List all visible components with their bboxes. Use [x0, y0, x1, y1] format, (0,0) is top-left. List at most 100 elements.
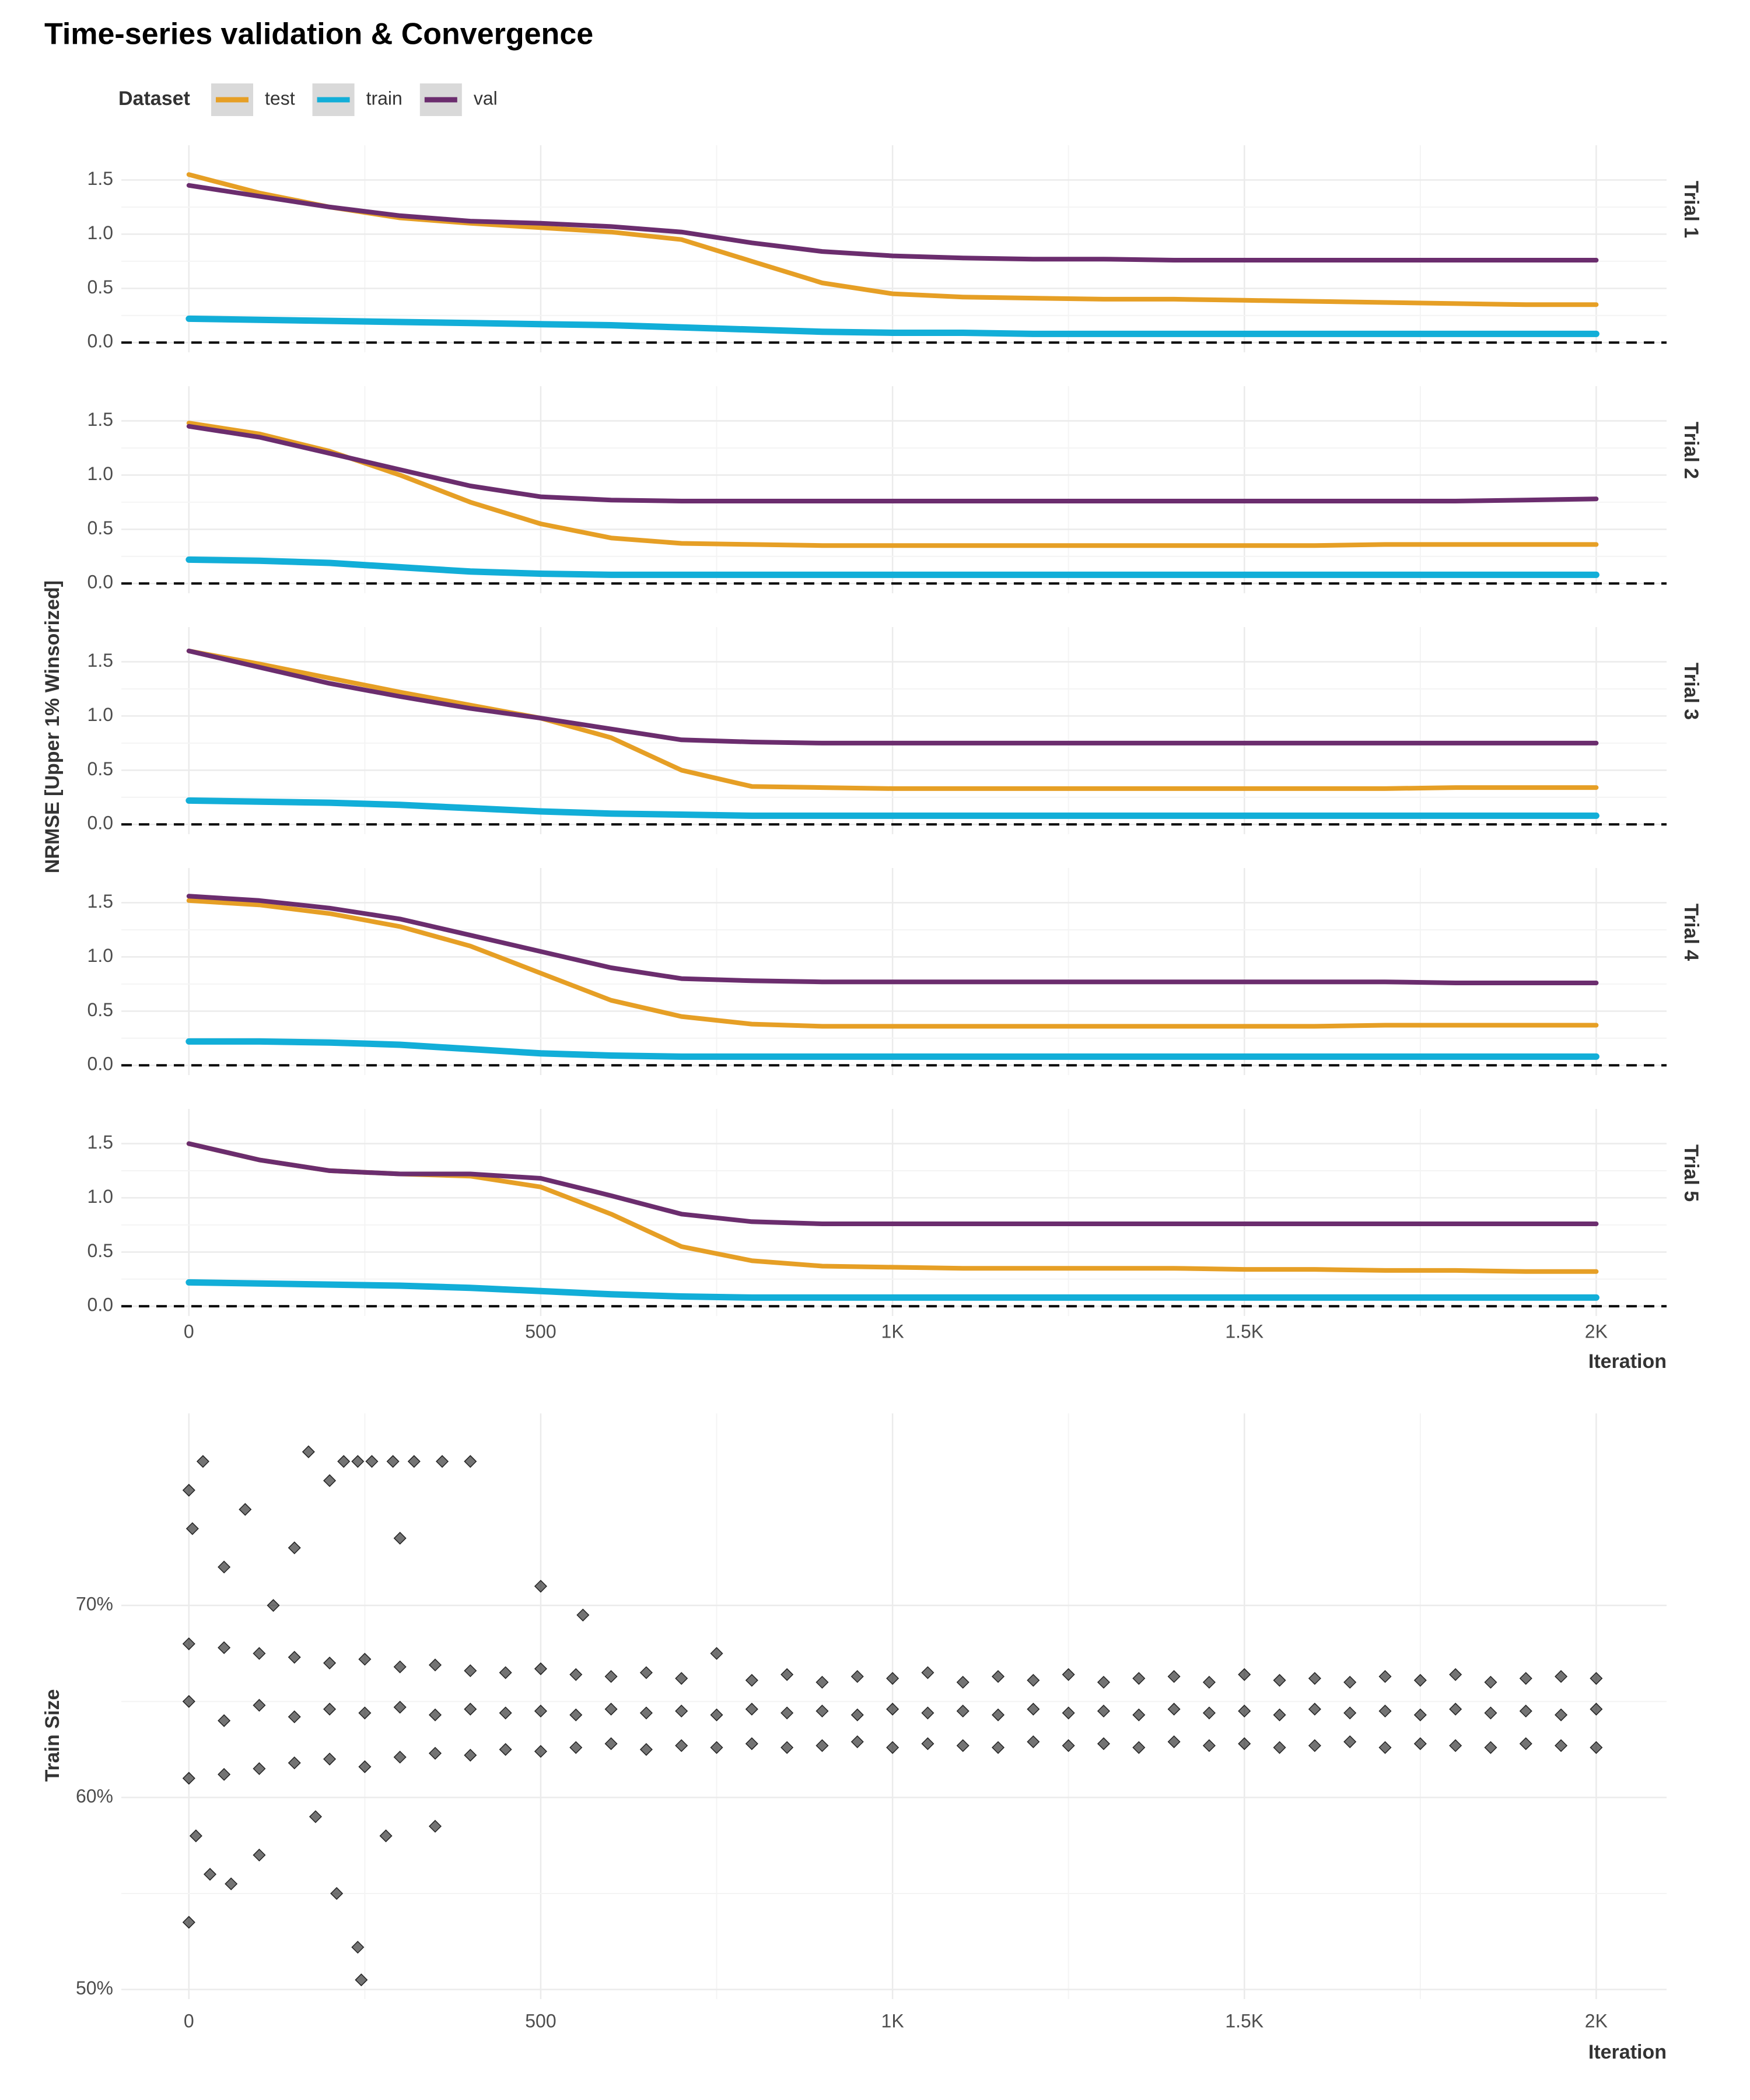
scatter-point — [745, 1674, 758, 1687]
y-tick-label: 0.0 — [88, 813, 113, 834]
strip-label: Trial 5 — [1680, 1144, 1702, 1202]
scatter-point — [1238, 1704, 1251, 1718]
legend-title: Dataset — [118, 88, 190, 110]
x-axis-label: Iteration — [1588, 2041, 1667, 2063]
scatter-point — [323, 1656, 337, 1670]
scatter-point — [1273, 1708, 1286, 1721]
scatter-point — [428, 1746, 442, 1760]
x-tick-label: 2K — [1585, 2010, 1608, 2031]
scatter-point — [464, 1664, 477, 1678]
scatter-point — [956, 1704, 970, 1718]
scatter-point — [386, 1455, 400, 1468]
y-tick-label: 1.5 — [88, 891, 113, 912]
scatter-point — [1590, 1702, 1603, 1716]
scatter-point — [203, 1867, 217, 1881]
scatter-point — [1132, 1672, 1146, 1685]
x-tick-label: 1K — [881, 1321, 904, 1342]
scatter-point — [1590, 1672, 1603, 1685]
scatter-point — [1167, 1702, 1181, 1716]
y-tick-label: 0.0 — [88, 572, 113, 593]
y-tick-label: 1.5 — [88, 168, 113, 189]
scatter-point — [534, 1580, 548, 1593]
series-line — [186, 894, 1599, 985]
scatter-point — [365, 1455, 379, 1468]
scatter-point — [436, 1455, 449, 1468]
series-line — [186, 421, 1599, 548]
scatter-point — [182, 1695, 195, 1708]
scatter-point — [1238, 1737, 1251, 1751]
scatter-point — [639, 1666, 653, 1679]
scatter-point — [1484, 1706, 1497, 1720]
scatter-point — [288, 1710, 301, 1724]
y-axis-label: Train Size — [41, 1689, 64, 1782]
scatter-point — [1449, 1739, 1462, 1752]
scatter-point — [921, 1737, 935, 1751]
legend-label: test — [265, 88, 295, 108]
scatter-point — [1343, 1706, 1357, 1720]
scatter-point — [393, 1751, 407, 1764]
x-tick-label: 1K — [881, 2010, 904, 2031]
scatter-point — [1202, 1675, 1216, 1689]
scatter-point — [534, 1662, 548, 1675]
x-tick-label: 500 — [525, 1321, 556, 1342]
series-line — [186, 183, 1599, 262]
scatter-point — [780, 1668, 794, 1681]
scatter-point — [1097, 1675, 1111, 1689]
scatter-point — [816, 1739, 829, 1752]
scatter-point — [886, 1741, 900, 1754]
scatter-point — [323, 1702, 337, 1716]
scatter-point — [816, 1675, 829, 1689]
scatter-point — [499, 1743, 512, 1756]
scatter-point — [850, 1670, 864, 1684]
scatter-point — [189, 1829, 202, 1843]
y-tick-label: 1.0 — [88, 945, 113, 966]
scatter-point — [921, 1706, 935, 1720]
y-tick-label: 1.0 — [88, 222, 113, 243]
scatter-point — [886, 1672, 900, 1685]
scatter-point — [850, 1708, 864, 1721]
scatter-point — [337, 1455, 351, 1468]
scatter-point — [464, 1455, 477, 1468]
y-tick-label: 0.0 — [88, 1054, 113, 1074]
series-line — [186, 797, 1600, 819]
series-line — [186, 1141, 1599, 1226]
scatter-point — [1202, 1739, 1216, 1752]
scatter-point — [225, 1877, 238, 1891]
scatter-point — [1202, 1706, 1216, 1720]
scatter-point — [351, 1941, 365, 1954]
scatter-point — [1590, 1741, 1603, 1754]
scatter-point — [393, 1531, 407, 1545]
scatter-point — [675, 1704, 688, 1718]
scatter-point — [780, 1741, 794, 1754]
scatter-point — [1132, 1741, 1146, 1754]
scatter-point — [464, 1702, 477, 1716]
scatter-point — [1519, 1704, 1532, 1718]
scatter-point — [710, 1708, 723, 1721]
scatter-point — [639, 1706, 653, 1720]
strip-label: Trial 1 — [1680, 181, 1702, 238]
strip-label: Trial 3 — [1680, 663, 1702, 720]
scatter-point — [358, 1653, 372, 1666]
scatter-point — [1554, 1739, 1568, 1752]
scatter-point — [358, 1760, 372, 1773]
scatter-point — [218, 1560, 231, 1574]
scatter-point — [710, 1741, 723, 1754]
scatter-point — [1167, 1735, 1181, 1748]
scatter-point — [639, 1743, 653, 1756]
scatter-point — [1097, 1737, 1111, 1751]
scatter-point — [1554, 1670, 1568, 1684]
scatter-point — [675, 1672, 688, 1685]
scatter-point — [323, 1752, 337, 1766]
scatter-point — [745, 1702, 758, 1716]
scatter-point — [1378, 1704, 1392, 1718]
scatter-point — [1097, 1704, 1111, 1718]
x-axis-label: Iteration — [1588, 1350, 1667, 1373]
scatter-point — [991, 1670, 1005, 1684]
scatter-point — [1449, 1702, 1462, 1716]
scatter-point — [1132, 1708, 1146, 1721]
scatter-point — [355, 1973, 368, 1987]
y-tick-label: 50% — [76, 1978, 113, 1999]
y-tick-label: 1.5 — [88, 409, 113, 430]
scatter-point — [1413, 1674, 1427, 1687]
